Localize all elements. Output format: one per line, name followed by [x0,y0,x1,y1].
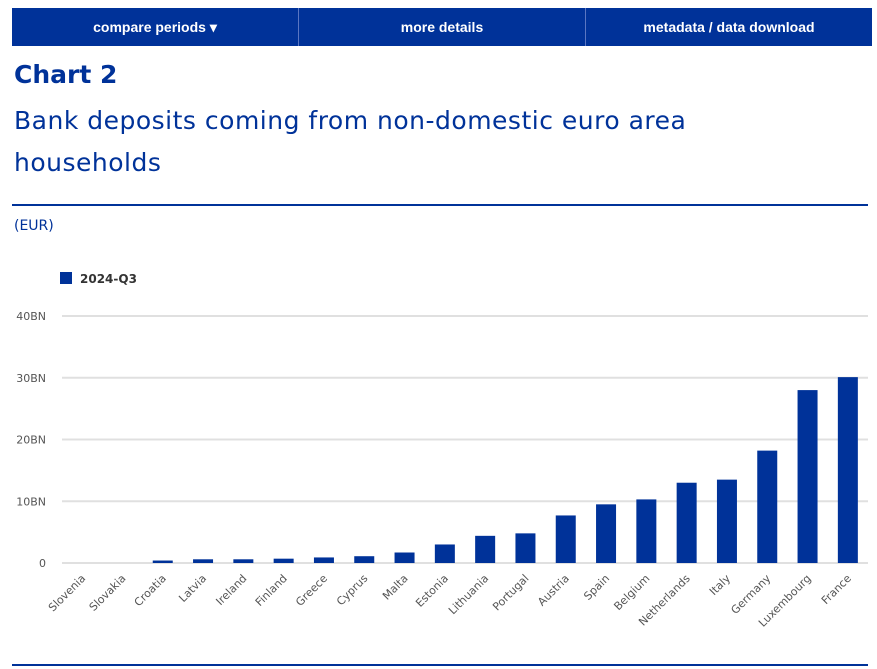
x-tick-label: Latvia [176,572,209,605]
x-tick-label: Estonia [413,572,451,610]
chart-title: Chart 2 [14,60,118,89]
bar-finland [273,558,294,563]
bar-italy [716,479,737,563]
x-tick-label: Greece [293,572,330,609]
divider [12,664,868,666]
divider [12,204,868,206]
bar-lithuania [475,535,496,563]
bar-greece [313,557,334,563]
bar-belgium [636,499,657,563]
x-tick-label: Slovenia [46,572,88,614]
x-tick-label: Cyprus [334,572,371,609]
y-tick-label: 30BN [16,372,46,385]
x-tick-label: Lithuania [446,572,491,617]
x-tick-label: Finland [253,572,290,609]
unit-label: (EUR) [14,218,54,234]
x-tick-label: Spain [581,572,612,603]
x-tick-label: Malta [380,572,411,603]
x-tick-label: Italy [707,572,733,598]
bar-ireland [233,559,254,563]
bar-luxembourg [797,390,818,563]
bar-cyprus [354,556,375,563]
x-tick-label: Croatia [132,572,169,609]
bar-germany [757,450,778,563]
top-nav: compare periods ▾ more details metadata … [12,8,872,46]
bar-austria [555,515,576,563]
y-tick-label: 10BN [16,495,46,508]
y-tick-label: 20BN [16,434,46,447]
compare-periods-button[interactable]: compare periods ▾ [12,8,299,46]
x-tick-label: France [819,572,854,607]
x-tick-label: Ireland [213,572,249,608]
x-tick-label: Austria [535,572,572,609]
bar-latvia [193,559,214,563]
bar-croatia [152,560,173,563]
bar-estonia [434,544,455,563]
x-tick-label: Portugal [490,572,531,613]
x-tick-label: Belgium [611,572,652,613]
bar-netherlands [676,482,697,563]
bar-portugal [515,533,536,563]
metadata-download-button[interactable]: metadata / data download [643,19,815,35]
bar-spain [596,504,617,563]
y-tick-label: 0 [39,557,46,570]
bar-france [837,377,858,563]
more-details-button[interactable]: more details [299,8,586,46]
legend-label: 2024-Q3 [80,272,137,286]
bar-malta [394,552,415,563]
legend-swatch [60,272,72,284]
x-tick-label: Slovakia [87,572,129,614]
y-tick-label: 40BN [16,310,46,323]
chart-subtitle: Bank deposits coming from non-domestic e… [14,106,687,177]
